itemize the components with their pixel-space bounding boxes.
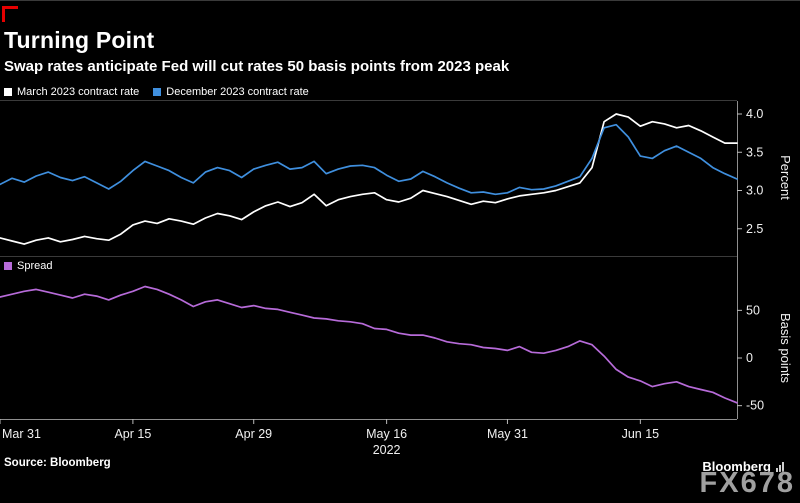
bloomberg-logo-text: Bloomberg [702,459,771,474]
y-tick-label: -50 [746,399,764,413]
x-tick-label: Jun 15 [622,427,660,441]
legend-item-december-2023: December 2023 contract rate [153,86,309,98]
x-tick-label: Apr 15 [114,427,151,441]
x-axis-year-label: 2022 [373,443,401,457]
legend-label-march-2023: March 2023 contract rate [17,86,140,98]
red-corner-accent [2,6,18,22]
legend-item-spread: Spread [4,260,52,272]
chart-subtitle: Swap rates anticipate Fed will cut rates… [4,58,510,75]
bloomberg-logo-bars-icon [775,461,784,472]
y-tick-label: 3.0 [746,184,763,198]
x-tick-label: May 31 [487,427,528,441]
x-tick-label: Apr 29 [235,427,272,441]
y-tick-label: 2.5 [746,222,763,236]
legend-swatch-purple-icon [4,262,12,270]
x-tick-label: May 16 [366,427,407,441]
legend-label-december-2023: December 2023 contract rate [166,86,309,98]
y-axis-title: Percent [778,155,793,200]
bloomberg-logo: Bloomberg [702,459,784,474]
series-line-march-2023-contract-rate [0,113,738,245]
chart-title: Turning Point [4,27,155,53]
legend-top-panel: March 2023 contract rate December 2023 c… [4,86,323,98]
x-tick-label: Mar 31 [2,427,41,441]
legend-item-march-2023: March 2023 contract rate [4,86,139,98]
y-tick-label: 50 [746,303,760,317]
y-tick-label: 0 [746,351,753,365]
source-note: Source: Bloomberg [4,457,111,469]
legend-bottom-panel: Spread [4,260,66,272]
legend-swatch-blue-icon [153,88,162,96]
series-line-spread [0,285,738,404]
y-tick-label: 3.5 [746,145,763,159]
y-tick-label: 4.0 [746,107,763,121]
fx678-watermark: FX678 [699,467,795,499]
legend-label-spread: Spread [17,260,53,272]
series-line-december-2023-contract-rate [0,123,738,196]
y-axis-title: Basis points [778,313,793,384]
legend-swatch-white-icon [4,88,12,96]
